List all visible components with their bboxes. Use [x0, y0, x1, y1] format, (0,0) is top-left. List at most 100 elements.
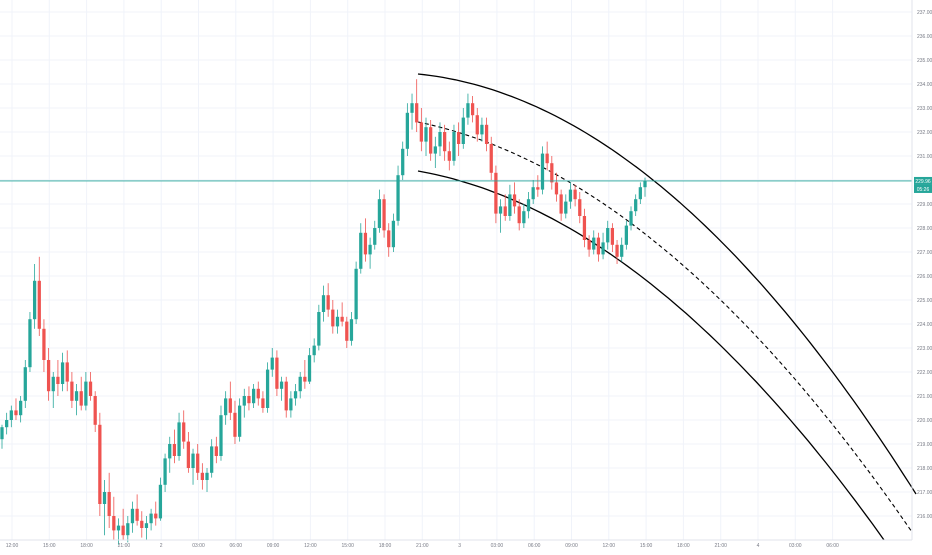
y-tick-label: 217.00: [917, 490, 932, 496]
candle: [116, 518, 121, 545]
candle-body: [326, 295, 330, 310]
x-tick-label: 15:00: [341, 543, 354, 549]
y-tick-label: 222.00: [917, 370, 932, 376]
candle: [261, 391, 265, 413]
candle: [42, 319, 46, 372]
candle: [275, 350, 279, 396]
candle: [480, 117, 484, 142]
candle: [545, 141, 549, 171]
candle-body: [154, 513, 158, 519]
candle: [415, 79, 419, 132]
x-tick-label: 21:00: [416, 543, 429, 549]
candle-body: [275, 357, 279, 389]
candle-body: [331, 309, 335, 327]
y-tick-label: 226.00: [917, 274, 932, 280]
candle-body: [321, 295, 326, 312]
candle-body: [377, 199, 382, 228]
y-tick-label: 229.00: [917, 202, 932, 208]
x-tick-label: 15:00: [640, 543, 653, 549]
candle: [196, 444, 200, 480]
candle-body: [391, 220, 396, 248]
candle-body: [279, 381, 284, 389]
candle-body: [121, 525, 125, 536]
candle-body: [191, 453, 195, 468]
candle-body: [228, 398, 232, 413]
candle-body: [293, 391, 298, 399]
candle: [233, 400, 237, 444]
candle-body: [74, 391, 79, 401]
countdown-badge: 05:26: [917, 187, 930, 193]
candle: [438, 122, 442, 156]
candle-body: [606, 228, 610, 243]
candle: [522, 204, 526, 228]
candle: [550, 156, 554, 190]
candle-body: [349, 319, 354, 341]
candle: [578, 192, 582, 224]
candle: [568, 182, 573, 209]
candle-body: [32, 280, 37, 320]
candle-body: [545, 153, 549, 164]
candle: [293, 384, 298, 406]
candle: [410, 93, 414, 130]
candle: [466, 93, 470, 125]
candle: [615, 240, 619, 264]
candle-body: [452, 132, 456, 161]
candle: [461, 108, 465, 149]
candle: [405, 103, 410, 156]
candle: [512, 182, 517, 214]
price-badge-bg: [914, 176, 932, 185]
candle: [592, 230, 596, 255]
candle: [182, 410, 186, 449]
candle: [102, 480, 107, 536]
candle-body: [559, 194, 563, 214]
candle: [210, 439, 214, 478]
candle-body: [568, 189, 573, 202]
candle: [284, 376, 288, 418]
candle-body: [368, 244, 372, 255]
candle: [32, 264, 37, 329]
candle: [270, 348, 274, 377]
candle: [144, 516, 149, 540]
candle-body: [587, 240, 591, 250]
candle-body: [373, 228, 377, 245]
candle-body: [14, 410, 18, 416]
candle-body: [317, 312, 321, 346]
y-tick-label: 219.00: [917, 442, 932, 448]
candle: [130, 501, 135, 533]
x-tick-label: 06:00: [528, 543, 541, 549]
candle-body: [270, 357, 274, 370]
price-badge-bg: [914, 184, 932, 193]
candle: [205, 468, 209, 492]
y-tick-label: 227.00: [917, 250, 932, 256]
candle: [112, 496, 116, 540]
candle-body: [461, 117, 465, 144]
y-tick-label: 216.00: [917, 514, 932, 520]
candle-body: [494, 172, 498, 214]
y-tick-label: 232.00: [917, 130, 932, 136]
candle-body: [261, 398, 265, 408]
x-tick-label: 12:00: [304, 543, 317, 549]
candle-body: [601, 242, 605, 255]
candle-body: [629, 211, 633, 226]
candle: [242, 388, 246, 418]
candle: [373, 220, 377, 250]
candle: [540, 146, 545, 195]
candle-body: [265, 369, 270, 408]
candle: [265, 362, 270, 413]
candle-body: [251, 388, 256, 404]
candles: [0, 79, 647, 545]
candle: [9, 405, 13, 428]
x-tick-label: 06:00: [230, 543, 243, 549]
candle: [443, 124, 447, 161]
candle-body: [200, 472, 204, 480]
candle: [447, 141, 451, 171]
candle: [303, 360, 307, 389]
candle: [228, 381, 232, 420]
candle-body: [620, 244, 624, 257]
candle-body: [540, 153, 545, 190]
candle: [531, 180, 535, 204]
candle: [536, 175, 540, 197]
y-tick-label: 231.00: [917, 154, 932, 160]
candle-body: [177, 422, 181, 456]
